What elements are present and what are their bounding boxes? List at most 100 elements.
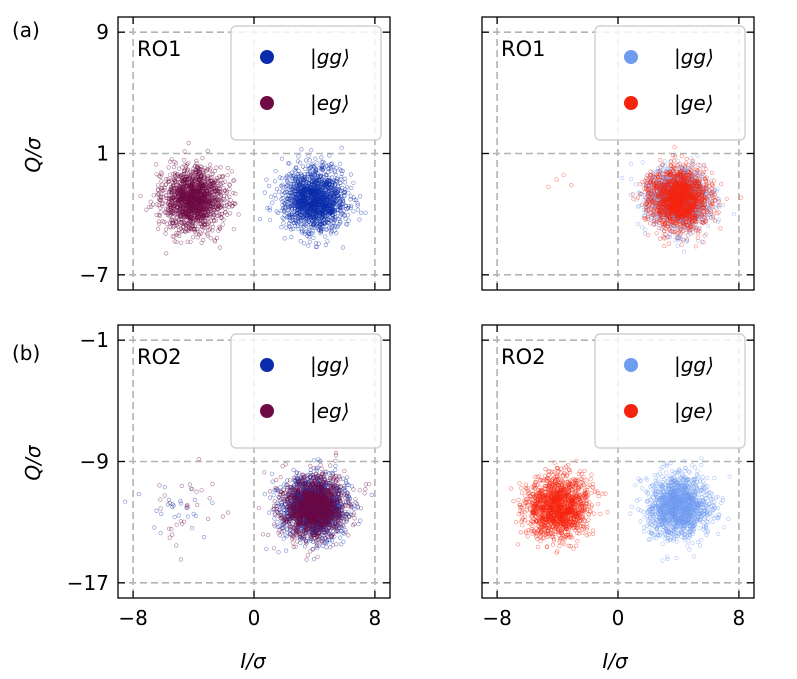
scatter-point (340, 245, 346, 250)
scatter-point (273, 179, 278, 184)
scatter-point (295, 213, 300, 218)
scatter-point (302, 241, 307, 246)
x-axis-label-right: I/σ (602, 649, 629, 673)
scatter-point (269, 194, 274, 199)
scatter-point (332, 201, 337, 206)
scatter-point (163, 210, 168, 215)
scatter-point (208, 201, 213, 207)
scatter-point (193, 182, 198, 187)
scatter-point (214, 210, 219, 215)
scatter-point (163, 209, 168, 214)
scatter-point (217, 245, 222, 250)
scatter-point (667, 232, 673, 237)
scatter-point (289, 205, 294, 210)
scatter-point (188, 226, 193, 231)
scatter-point (331, 201, 337, 207)
scatter-point (289, 170, 294, 175)
scatter-point (208, 236, 213, 241)
scatter-point (182, 220, 187, 225)
scatter-point (351, 195, 356, 200)
scatter-point (322, 214, 327, 220)
scatter-point (306, 153, 311, 158)
scatter-point (302, 229, 307, 234)
scatter-point (184, 206, 189, 211)
scatter-point (157, 221, 162, 226)
scatter-point (258, 217, 263, 222)
scatter-point (324, 184, 329, 189)
scatter-point (334, 165, 339, 170)
scatter-point (273, 169, 278, 174)
scatter-point (308, 207, 314, 212)
scatter-point (312, 171, 317, 177)
scatter-point (187, 172, 192, 177)
scatter-point (336, 208, 341, 213)
scatter-point (334, 176, 339, 181)
scatter-point (653, 222, 659, 227)
scatter-point (327, 202, 332, 207)
scatter-point (281, 221, 286, 226)
scatter-point (328, 169, 334, 174)
scatter-point (348, 172, 354, 177)
scatter-point (299, 222, 304, 227)
scatter-point (192, 224, 197, 229)
scatter-point (311, 235, 316, 240)
scatter-point (315, 161, 320, 166)
scatter-point (355, 203, 360, 208)
y-axis-label-top: Q/σ (21, 136, 45, 172)
scatter-point (343, 203, 348, 208)
scatter-point (690, 161, 695, 166)
scatter-point (168, 159, 173, 164)
scatter-point (197, 189, 202, 194)
scatter-point (619, 175, 625, 181)
readout-label: RO1 (137, 37, 181, 61)
scatter-point (174, 180, 179, 185)
scatter-point (169, 190, 174, 195)
scatter-point (171, 225, 176, 230)
scatter-point (204, 208, 209, 213)
scatter-point (281, 216, 286, 221)
scatter-point (212, 169, 217, 174)
scatter-point (662, 163, 668, 168)
scatter-point (312, 217, 317, 223)
scatter-point (209, 189, 215, 194)
scatter-point (158, 195, 164, 200)
legend-marker (260, 96, 274, 110)
scatter-point (220, 174, 225, 179)
scatter-point (319, 198, 324, 203)
scatter-point (662, 159, 667, 164)
scatter-point (157, 197, 162, 202)
scatter-point (150, 202, 156, 207)
scatter-point (303, 176, 308, 181)
scatter-point (280, 206, 286, 211)
scatter-point (336, 217, 342, 222)
scatter-point (316, 185, 321, 191)
scatter-point (166, 165, 171, 170)
scatter-point (338, 161, 343, 166)
scatter-point (205, 148, 210, 153)
scatter-point (291, 185, 296, 190)
scatter-point (279, 183, 284, 188)
scatter-point (313, 241, 319, 246)
scatter-point (296, 154, 301, 159)
scatter-point (334, 231, 339, 236)
scatter-point (323, 210, 328, 215)
scatter-point (308, 174, 313, 179)
scatter-point (219, 174, 224, 179)
scatter-point (175, 210, 180, 215)
legend: |gg⟩|eg⟩ (230, 25, 382, 141)
scatter-point (329, 166, 334, 171)
scatter-point (310, 229, 315, 234)
scatter-point (204, 185, 209, 191)
scatter-point (197, 208, 202, 213)
scatter-point (187, 196, 192, 201)
scatter-point (170, 218, 176, 223)
scatter-point (363, 210, 368, 215)
scatter-point (309, 148, 314, 153)
scatter-point (203, 183, 208, 188)
scatter-point (154, 162, 159, 167)
scatter-point (285, 208, 291, 213)
scatter-point (174, 216, 179, 221)
scatter-point (288, 197, 293, 202)
scatter-point (228, 198, 233, 203)
row-label-b: (b) (12, 341, 40, 365)
